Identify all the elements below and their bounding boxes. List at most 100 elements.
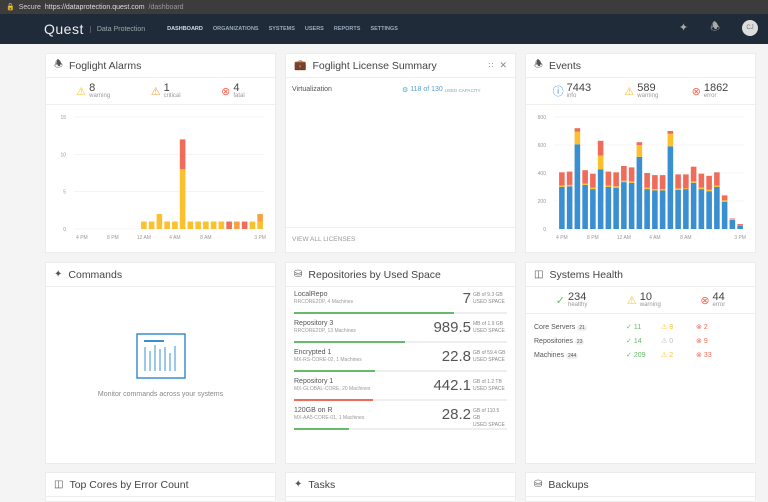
repository-item[interactable]: Repository 3 RRCORE2DP, 13 Machines 989.… — [286, 316, 515, 345]
bar-fatal[interactable] — [180, 139, 186, 169]
bar-warning[interactable] — [660, 189, 666, 190]
bar-info[interactable] — [668, 146, 674, 229]
bar-error[interactable] — [737, 224, 743, 225]
bar-error[interactable] — [629, 167, 635, 181]
bar-info[interactable] — [652, 191, 658, 230]
bar-warning[interactable] — [164, 222, 170, 229]
bar-info[interactable] — [621, 182, 627, 229]
bar-warning[interactable] — [257, 222, 263, 229]
repository-item[interactable]: Encrypted 1 MX-RS-CORE-02, 1 Machines 22… — [286, 345, 515, 374]
bar-warning[interactable] — [180, 169, 186, 229]
bar-error[interactable] — [691, 167, 697, 182]
bar-error[interactable] — [598, 141, 604, 156]
bar-info[interactable] — [598, 170, 604, 230]
bar-error[interactable] — [683, 174, 689, 188]
bar-warning[interactable] — [699, 188, 705, 189]
bar-info[interactable] — [675, 190, 681, 229]
bar-error[interactable] — [575, 128, 581, 132]
bar-error[interactable] — [637, 142, 643, 145]
address-bar[interactable]: 🔒 Secure https://dataprotection.quest.co… — [0, 0, 768, 14]
bar-warning[interactable] — [613, 186, 619, 187]
bar-info[interactable] — [613, 188, 619, 229]
nav-dashboard[interactable]: DASHBOARD — [167, 26, 203, 32]
bar-warning[interactable] — [683, 188, 689, 189]
bar-error[interactable] — [730, 219, 736, 220]
bar-warning[interactable] — [644, 188, 650, 189]
bar-info[interactable] — [683, 189, 689, 229]
bar-error[interactable] — [621, 166, 627, 181]
bar-warning[interactable] — [203, 222, 209, 229]
bar-warning[interactable] — [575, 132, 581, 145]
bar-error[interactable] — [706, 176, 712, 190]
bar-warning[interactable] — [582, 184, 588, 185]
bar-info[interactable] — [637, 157, 643, 229]
bar-warning[interactable] — [567, 185, 573, 186]
bar-warning[interactable] — [691, 181, 697, 182]
bar-warning[interactable] — [629, 181, 635, 182]
close-icon[interactable]: ✕ — [499, 60, 507, 71]
view-all-licenses-link[interactable]: VIEW ALL LICENSES — [286, 227, 515, 252]
bar-error[interactable] — [644, 173, 650, 188]
nav-settings[interactable]: SETTINGS — [370, 26, 398, 32]
bar-warning[interactable] — [559, 186, 565, 187]
bar-error[interactable] — [613, 172, 619, 186]
bar-error[interactable] — [722, 195, 728, 200]
bar-info[interactable] — [737, 226, 743, 230]
drag-handle-icon[interactable]: ∷ — [488, 61, 493, 70]
repository-item[interactable]: LocalRepo RRCORE2DP, 4 Machines 7 GB of … — [286, 287, 515, 316]
bar-info[interactable] — [606, 187, 612, 229]
bar-warning[interactable] — [188, 222, 194, 229]
bar-warning[interactable] — [598, 156, 604, 170]
bar-error[interactable] — [675, 174, 681, 188]
nav-reports[interactable]: REPORTS — [334, 26, 361, 32]
bar-info[interactable] — [629, 183, 635, 229]
nav-organizations[interactable]: ORGANIZATIONS — [213, 26, 259, 32]
bar-warning[interactable] — [211, 222, 217, 229]
bar-info[interactable] — [730, 220, 736, 229]
bar-warning[interactable] — [730, 219, 736, 220]
bar-info[interactable] — [706, 191, 712, 229]
bar-warning[interactable] — [722, 200, 728, 201]
bar-error[interactable] — [668, 131, 674, 134]
bar-info[interactable] — [590, 189, 596, 229]
bar-error[interactable] — [559, 172, 565, 185]
bar-info[interactable] — [722, 202, 728, 229]
bar-warning[interactable] — [195, 222, 201, 229]
bar-critical[interactable] — [234, 222, 240, 229]
avatar[interactable]: CJ — [742, 20, 758, 36]
bar-warning[interactable] — [621, 181, 627, 182]
activity-icon[interactable]: ✦ — [679, 21, 688, 34]
bar-error[interactable] — [590, 174, 596, 188]
bar-info[interactable] — [575, 144, 581, 229]
bar-info[interactable] — [644, 189, 650, 229]
bar-warning[interactable] — [652, 189, 658, 190]
bell-icon[interactable]: 🕭 — [710, 18, 720, 37]
bar-warning[interactable] — [637, 145, 643, 157]
repository-item[interactable]: 120GB on R MX-AA5-CORE-01, 1 Machines 28… — [286, 403, 515, 432]
bar-info[interactable] — [660, 191, 666, 230]
bar-info[interactable] — [582, 185, 588, 229]
repository-item[interactable]: Repository 1 MX-GLOBAL-CORE, 20 Machines… — [286, 374, 515, 403]
bar-info[interactable] — [714, 187, 720, 229]
bar-warning[interactable] — [606, 186, 612, 187]
bar-info[interactable] — [699, 189, 705, 229]
bar-info[interactable] — [567, 186, 573, 229]
bar-error[interactable] — [606, 172, 612, 186]
bar-warning[interactable] — [219, 222, 225, 229]
bar-warning[interactable] — [157, 214, 163, 229]
bar-warning[interactable] — [141, 222, 147, 229]
bar-warning[interactable] — [149, 222, 155, 229]
bar-warning[interactable] — [172, 222, 178, 229]
bar-warning[interactable] — [250, 222, 256, 229]
